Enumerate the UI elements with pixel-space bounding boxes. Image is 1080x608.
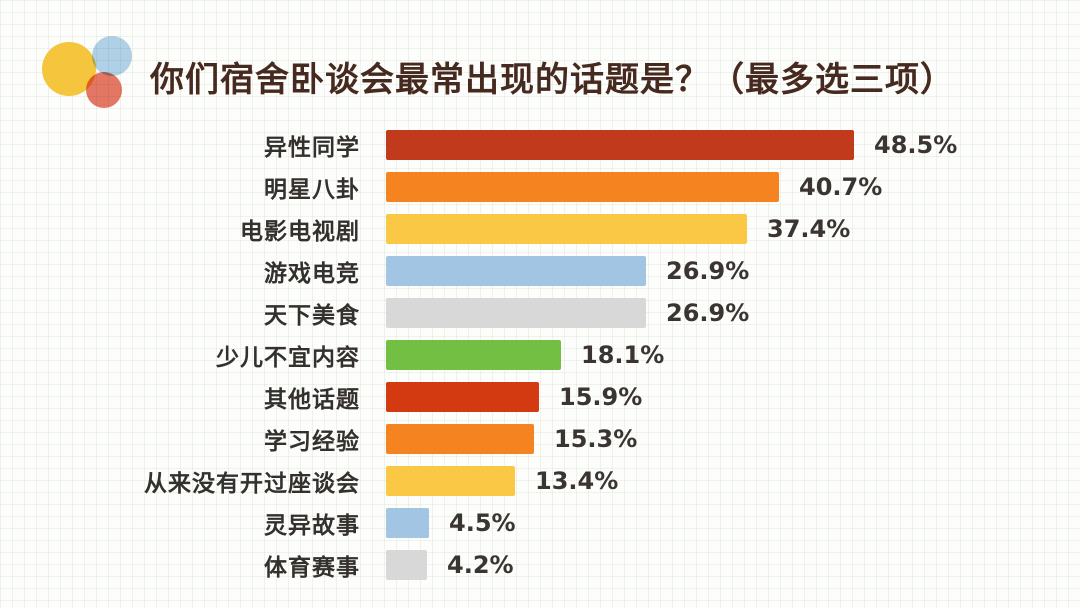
value-label: 18.1% (581, 341, 665, 369)
bar (386, 214, 747, 244)
category-label: 少儿不宜内容 (216, 345, 360, 371)
logo-circle-red-icon (86, 72, 122, 108)
bar (386, 256, 646, 286)
category-label: 电影电视剧 (240, 219, 360, 245)
chart-row: 异性同学 48.5% (0, 130, 1080, 161)
category-label: 学习经验 (264, 429, 360, 455)
category-label: 其他话题 (264, 387, 360, 413)
chart-row: 从来没有开过座谈会 13.4% (0, 466, 1080, 497)
chart-row: 学习经验 15.3% (0, 424, 1080, 455)
bar (386, 550, 427, 580)
bar (386, 298, 646, 328)
value-label: 40.7% (799, 173, 883, 201)
chart-row: 少儿不宜内容 18.1% (0, 340, 1080, 371)
category-label: 游戏电竞 (264, 261, 360, 287)
chart-row: 明星八卦 40.7% (0, 172, 1080, 203)
logo (40, 34, 140, 116)
bar (386, 340, 561, 370)
chart-row: 灵异故事 4.5% (0, 508, 1080, 539)
value-label: 13.4% (535, 467, 619, 495)
chart-title: 你们宿舍卧谈会最常出现的话题是？（最多选三项） (150, 60, 955, 100)
value-label: 37.4% (767, 215, 851, 243)
bar (386, 466, 515, 496)
bar (386, 424, 534, 454)
value-label: 26.9% (666, 257, 750, 285)
bar (386, 382, 539, 412)
bar (386, 172, 779, 202)
bar (386, 130, 854, 160)
chart-row: 电影电视剧 37.4% (0, 214, 1080, 245)
chart-row: 体育赛事 4.2% (0, 550, 1080, 581)
logo-circle-blue-icon (92, 36, 132, 76)
category-label: 明星八卦 (264, 177, 360, 203)
chart-row: 其他话题 15.9% (0, 382, 1080, 413)
bar (386, 508, 429, 538)
category-label: 天下美食 (264, 303, 360, 329)
chart-row: 游戏电竞 26.9% (0, 256, 1080, 287)
value-label: 15.3% (554, 425, 638, 453)
category-label: 从来没有开过座谈会 (144, 471, 360, 497)
bar-chart: 异性同学 48.5% 明星八卦 40.7% 电影电视剧 37.4% 游戏电竞 26.9% 天下美… (0, 130, 1080, 592)
chart-row: 天下美食 26.9% (0, 298, 1080, 329)
category-label: 灵异故事 (264, 513, 360, 539)
value-label: 4.5% (449, 509, 516, 537)
value-label: 26.9% (666, 299, 750, 327)
category-label: 体育赛事 (264, 555, 360, 581)
value-label: 15.9% (559, 383, 643, 411)
value-label: 48.5% (874, 131, 958, 159)
category-label: 异性同学 (264, 135, 360, 161)
value-label: 4.2% (447, 551, 514, 579)
